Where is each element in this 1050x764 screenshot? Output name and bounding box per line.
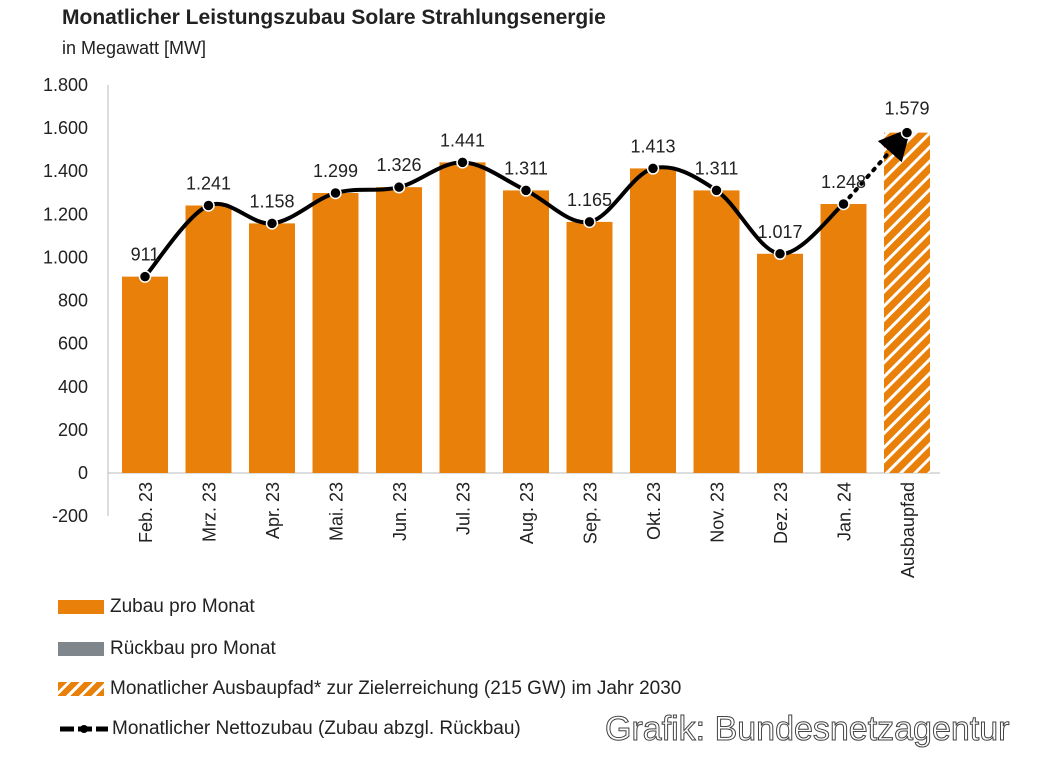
bar-zubau xyxy=(249,223,295,473)
x-tick-label: Okt. 23 xyxy=(644,482,664,540)
legend-item-nettozubau: Monatlicher Nettozubau (Zubau abzgl. Rüc… xyxy=(58,718,521,740)
legend-label: Zubau pro Monat xyxy=(110,596,255,617)
net-point xyxy=(329,186,342,200)
x-tick-label: Jan. 24 xyxy=(835,482,855,541)
x-tick-label: Apr. 23 xyxy=(263,482,283,539)
y-tick-label: 0 xyxy=(78,463,88,483)
bar-zubau xyxy=(439,162,486,473)
data-label: 911 xyxy=(131,245,160,265)
bar-zubau xyxy=(820,203,867,473)
net-point xyxy=(202,199,215,212)
bar-zubau xyxy=(693,190,740,473)
net-point xyxy=(138,270,152,283)
data-label: 1.311 xyxy=(695,158,739,178)
net-point xyxy=(900,126,914,139)
y-tick-label: 1.400 xyxy=(43,161,88,181)
data-label: 1.299 xyxy=(313,161,358,181)
bar-zubau xyxy=(503,190,549,473)
data-label: 1.311 xyxy=(504,158,548,178)
legend-line-icon xyxy=(60,725,108,733)
y-tick-label: 1.600 xyxy=(43,118,88,138)
x-tick-label: Nov. 23 xyxy=(708,482,728,543)
data-label: 1.165 xyxy=(567,190,612,210)
y-tick-label: 200 xyxy=(58,420,88,440)
net-point xyxy=(265,217,279,230)
legend-swatch xyxy=(58,682,104,696)
x-tick-label: Mai. 23 xyxy=(327,482,347,541)
legend-label: Monatlicher Ausbaupfad* zur Zielerreichu… xyxy=(110,678,682,699)
y-tick-label: 800 xyxy=(58,291,88,311)
x-tick-label: Aug. 23 xyxy=(517,482,537,544)
x-tick-label: Dez. 23 xyxy=(771,482,791,544)
bar-zubau xyxy=(757,253,803,473)
bar-zubau xyxy=(630,168,676,474)
chart-title: Monatlicher Leistungszubau Solare Strahl… xyxy=(62,6,606,29)
x-tick-label: Ausbaupfad xyxy=(898,482,918,578)
bar-ausbaupfad xyxy=(884,132,930,474)
bar-zubau xyxy=(312,192,359,473)
bar-zubau xyxy=(122,276,168,473)
x-tick-label: Sep. 23 xyxy=(581,482,601,544)
data-label: 1.241 xyxy=(186,173,231,193)
net-point xyxy=(837,197,850,211)
legend-label: Rückbau pro Monat xyxy=(110,638,276,659)
data-label: 1.248 xyxy=(821,172,866,192)
data-label: 1.158 xyxy=(249,191,294,211)
data-label: 1.579 xyxy=(884,99,929,119)
legend-item-zubau: Zubau pro Monat xyxy=(58,596,255,618)
net-point xyxy=(456,156,469,169)
net-point xyxy=(519,184,533,197)
bar-zubau xyxy=(376,187,422,473)
net-line xyxy=(143,160,845,278)
data-label: 1.326 xyxy=(376,155,421,175)
x-tick-label: Mrz. 23 xyxy=(200,482,220,542)
net-point xyxy=(710,184,723,197)
net-point xyxy=(773,247,787,261)
data-label: 1.441 xyxy=(440,130,485,150)
legend-item-rueckbau: Rückbau pro Monat xyxy=(58,638,276,660)
data-label: 1.017 xyxy=(757,222,802,242)
y-tick-label: 600 xyxy=(58,334,88,354)
y-tick-label: -200 xyxy=(52,506,88,526)
x-tick-label: Jun. 23 xyxy=(390,482,410,541)
data-label: 1.413 xyxy=(630,136,675,156)
legend-swatch xyxy=(58,642,104,656)
bar-zubau xyxy=(185,205,232,474)
chart-subtitle: in Megawatt [MW] xyxy=(62,38,207,58)
legend-swatch xyxy=(58,600,104,614)
net-point xyxy=(646,162,660,175)
x-tick-label: Feb. 23 xyxy=(136,482,156,543)
legend-label: Monatlicher Nettozubau (Zubau abzgl. Rüc… xyxy=(112,718,521,739)
net-line-projection xyxy=(841,127,911,206)
y-tick-label: 1.200 xyxy=(43,204,88,224)
net-point xyxy=(583,215,596,229)
watermark: Grafik: Bundesnetzagentur xyxy=(604,710,1010,749)
legend-item-ausbaupfad: Monatlicher Ausbaupfad* zur Zielerreichu… xyxy=(58,678,681,700)
y-tick-label: 1.800 xyxy=(43,75,88,95)
net-point xyxy=(392,180,406,194)
bar-zubau xyxy=(566,221,613,473)
x-tick-label: Jul. 23 xyxy=(454,482,474,535)
y-tick-label: 1.000 xyxy=(43,247,88,267)
y-tick-label: 400 xyxy=(58,377,88,397)
